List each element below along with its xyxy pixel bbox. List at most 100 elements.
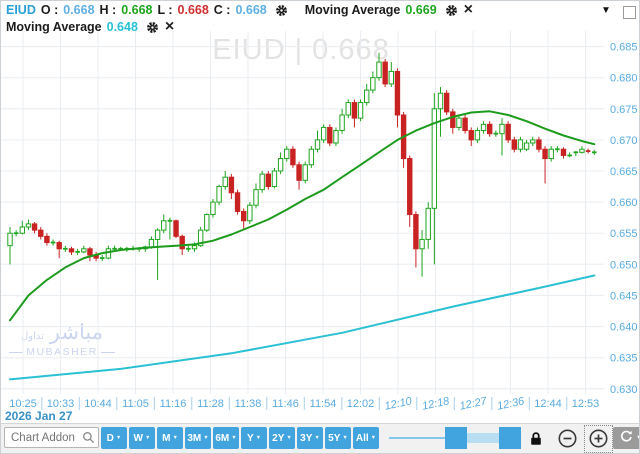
- candle-up: [191, 245, 198, 250]
- range-button-6m[interactable]: 6M ▼: [213, 427, 239, 449]
- ohlc-legend: EIUD O : 0.668 H : 0.668 L : 0.668 C : 0…: [6, 1, 473, 18]
- range-slider-handle-left[interactable]: [445, 427, 467, 449]
- ma1-value: 0.669: [405, 3, 437, 17]
- ma2-settings-gear-icon[interactable]: [146, 21, 159, 34]
- candle-up: [222, 176, 228, 188]
- time-axis-label: 11:38: [235, 398, 262, 410]
- time-axis-label: 11:28: [197, 398, 224, 410]
- zoom-in-icon[interactable]: [588, 428, 609, 453]
- high-value: 0.668: [121, 3, 153, 17]
- candle-up: [431, 108, 438, 209]
- lock-icon[interactable]: [529, 431, 543, 451]
- ma-fast-line: [9, 110, 596, 322]
- ma1-settings-gear-icon[interactable]: [445, 4, 458, 17]
- high-label: H :: [99, 3, 117, 17]
- candle-up: [148, 238, 155, 248]
- candle-up: [259, 173, 265, 191]
- ma2-close-icon[interactable]: ×: [164, 18, 175, 35]
- chevron-down-icon: ▼: [145, 435, 151, 441]
- range-button-3y[interactable]: 3Y ▼: [297, 427, 323, 449]
- candle-up: [320, 126, 327, 141]
- range-button-5y[interactable]: 5Y ▼: [325, 427, 351, 449]
- candle-up: [480, 123, 487, 132]
- chart-settings-gear-icon[interactable]: [275, 4, 288, 17]
- time-axis-label: 11:05: [122, 398, 149, 410]
- chart-toolbar: D▼W▼M▼3M▼6M▼Y▼2Y▼3Y▼5Y▼All▼ ▼: [1, 423, 639, 453]
- candle-up: [197, 229, 204, 247]
- price-axis-label: 0.675: [610, 104, 638, 116]
- price-axis-label: 0.685: [610, 42, 638, 54]
- range-button-d[interactable]: D ▼: [101, 427, 127, 449]
- search-icon: [82, 431, 95, 449]
- chevron-down-icon: ▼: [255, 435, 262, 441]
- time-axis-label: 12:27: [458, 395, 488, 413]
- candle-up: [25, 223, 32, 228]
- refresh-button[interactable]: ▼: [613, 427, 639, 449]
- range-button-y[interactable]: Y ▼: [241, 427, 267, 449]
- price-chart[interactable]: 0.685 0.680 0.675 0.670 0.665 0.660 0.655 0.650…: [1, 1, 640, 427]
- candle-up: [548, 148, 554, 160]
- candle-up: [314, 139, 321, 150]
- mubasher-logo-latin: MUBASHER: [26, 346, 98, 359]
- time-axis-label: 12:36: [496, 395, 526, 413]
- candle-down: [351, 102, 358, 119]
- candle-up: [204, 214, 210, 231]
- close-label: C :: [213, 3, 231, 17]
- candle-up: [284, 148, 290, 160]
- chart-addon-search-input[interactable]: [4, 427, 99, 448]
- candle-up: [81, 248, 87, 253]
- ma2-label: Moving Average: [6, 20, 102, 34]
- corner-checkbox[interactable]: [623, 6, 636, 19]
- candle-down: [290, 148, 296, 166]
- time-axis-label: 12:18: [421, 395, 451, 413]
- logo-divider: [100, 351, 116, 353]
- candle-up: [579, 148, 585, 153]
- range-button-2y[interactable]: 2Y ▼: [269, 427, 295, 449]
- time-axis-label: 10:44: [84, 398, 112, 410]
- candle-up: [339, 114, 345, 132]
- low-value: 0.668: [177, 3, 209, 17]
- price-axis-label: 0.630: [610, 384, 638, 396]
- zoom-in-focus-outline: [584, 425, 613, 453]
- candle-up: [253, 189, 259, 206]
- chevron-down-icon: ▼: [172, 435, 178, 441]
- watermark-symbol-price: EIUD | 0.668: [212, 34, 390, 66]
- candle-up: [154, 229, 161, 240]
- candle-up: [357, 102, 364, 119]
- symbol-label: EIUD: [6, 3, 36, 17]
- time-axis-label: 11:54: [310, 398, 337, 410]
- range-button-all[interactable]: All ▼: [353, 427, 379, 449]
- candle-down: [462, 117, 468, 132]
- candle-down: [511, 139, 518, 150]
- chevron-down-icon: ▼: [203, 435, 209, 441]
- candle-down: [443, 92, 450, 113]
- candle-up: [277, 158, 284, 172]
- collapse-menu-arrow-icon[interactable]: ▼: [601, 5, 611, 16]
- range-button-w[interactable]: W ▼: [129, 427, 155, 449]
- candle-up: [437, 92, 444, 110]
- candle-down: [68, 248, 75, 253]
- candle-up: [105, 248, 112, 259]
- price-axis-labels: 0.685 0.680 0.675 0.670 0.665 0.660 0.655 0.650…: [610, 42, 638, 396]
- range-slider-track[interactable]: [389, 437, 446, 439]
- open-value: 0.668: [63, 3, 95, 17]
- time-axis-label: 11:16: [160, 398, 187, 410]
- candle-down: [536, 139, 542, 150]
- candle-up: [247, 204, 253, 222]
- range-button-3m[interactable]: 3M ▼: [185, 427, 211, 449]
- candle-up: [364, 89, 370, 104]
- candle-down: [44, 235, 50, 244]
- candle-up: [388, 70, 395, 85]
- time-axis-label: 12:10: [383, 395, 413, 413]
- candle-up: [376, 61, 382, 79]
- range-button-group: D ▼ W ▼ M ▼ 3M ▼ 6M ▼ Y ▼ 2Y ▼ 3Y ▼ 5Y ▼ All ▼: [101, 427, 379, 449]
- range-slider-handle-right[interactable]: [499, 427, 521, 449]
- zoom-out-icon[interactable]: [557, 428, 578, 453]
- chevron-down-icon: ▼: [370, 435, 377, 441]
- candle-up: [474, 130, 481, 141]
- candle-down: [179, 235, 185, 250]
- range-slider-selection[interactable]: [467, 433, 499, 443]
- candle-down: [265, 173, 272, 188]
- ma1-close-icon[interactable]: ×: [463, 1, 473, 18]
- range-button-m[interactable]: M ▼: [157, 427, 183, 449]
